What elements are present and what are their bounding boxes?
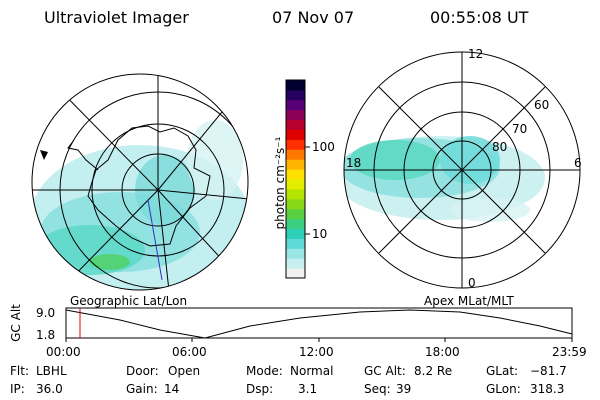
altitude-plot <box>65 307 573 342</box>
colorbar-segment <box>286 198 305 210</box>
colorbar-segment <box>286 99 305 111</box>
lon-line <box>157 189 171 290</box>
colorbar-tick-label-100: 100 <box>312 140 335 154</box>
altitude-plot-frame <box>65 307 573 339</box>
colorbar-segment <box>286 208 305 220</box>
lon-line <box>157 189 248 201</box>
altitude-x-tick-0: 00:00 <box>46 345 81 359</box>
altitude-y-tick-max: 9.0 <box>36 306 56 320</box>
emission-region-peak <box>90 254 130 270</box>
seq-label: Seq: <box>364 382 391 396</box>
date-label: 07 Nov 07 <box>272 8 355 27</box>
mlt-label-18: 18 <box>346 156 362 170</box>
altitude-x-tick-3: 18:00 <box>425 345 460 359</box>
footprint-trace <box>147 199 163 281</box>
glat-label: GLat: <box>486 364 519 378</box>
mode-value: Normal <box>290 364 334 378</box>
colorbar-segment <box>286 188 305 200</box>
gain-value: 14 <box>164 382 180 396</box>
altitude-curve <box>65 309 573 339</box>
mlt-label-0: 0 <box>468 276 476 290</box>
mode-label: Mode: <box>246 364 283 378</box>
colorbar-segment <box>286 228 305 239</box>
colorbar-segment <box>286 129 305 140</box>
filter-label: Flt: <box>10 364 29 378</box>
mlat-label-80: 80 <box>492 140 508 154</box>
colorbar-segment <box>286 169 305 180</box>
island-outlines <box>32 146 48 162</box>
gc-alt-label: GC Alt: <box>364 364 406 378</box>
altitude-y-tick-min: 1.8 <box>36 328 56 342</box>
colorbar-segment <box>286 258 305 269</box>
colorbar-segment <box>286 109 305 121</box>
ip-value: 36.0 <box>36 382 63 396</box>
altitude-x-tick-4: 23:59 <box>552 345 587 359</box>
emission-region-edge <box>187 120 243 200</box>
colorbar-segment <box>286 248 305 259</box>
oval-emission-pole <box>440 136 500 184</box>
color-bar <box>285 79 306 279</box>
emission-region-pole <box>135 155 195 225</box>
oval-emission-edge <box>450 198 530 222</box>
time-label: 00:55:08 UT <box>430 8 529 27</box>
colorbar-segment <box>286 119 305 130</box>
oval-emission-bright <box>350 140 440 180</box>
colorbar-segment <box>286 80 305 91</box>
colorbar-segment <box>286 218 305 229</box>
colorbar-segment <box>286 159 305 170</box>
colorbar-segment <box>286 238 305 249</box>
emission-region-bright <box>35 225 145 275</box>
colorbar-segment <box>286 149 305 160</box>
mlt-label-12: 12 <box>468 47 484 61</box>
altitude-y-label: GC Alt <box>9 304 23 342</box>
right-panel-caption: Apex MLat/MLT <box>424 294 514 308</box>
door-label: Door: <box>126 364 159 378</box>
colorbar-tick-label-10: 10 <box>312 227 328 241</box>
peninsula-outline <box>67 139 99 171</box>
mlt-label-6: 6 <box>574 156 582 170</box>
antarctica-outline <box>87 125 211 247</box>
dsp-label: Dsp: <box>246 382 274 396</box>
glon-value: 318.3 <box>530 382 565 396</box>
left-panel-caption: Geographic Lat/Lon <box>70 294 188 308</box>
colorbar-segment <box>286 139 305 150</box>
app-title: Ultraviolet Imager <box>44 8 189 27</box>
altitude-x-tick-1: 06:00 <box>172 345 207 359</box>
altitude-x-tick-2: 12:00 <box>299 345 334 359</box>
seq-value: 39 <box>396 382 412 396</box>
dsp-value: 3.1 <box>298 382 318 396</box>
gc-alt-value: 8.2 Re <box>414 364 453 378</box>
colorbar-unit-label: photon cm⁻²s⁻¹ <box>273 136 287 230</box>
colorbar-frame <box>285 79 306 279</box>
mlat-label-60: 60 <box>534 98 550 112</box>
gain-label: Gain: <box>126 382 158 396</box>
mlt-line-diag <box>378 86 546 254</box>
mlat-label-70: 70 <box>512 122 528 136</box>
glon-label: GLon: <box>486 382 521 396</box>
colorbar-segment <box>286 179 305 190</box>
colorbar-segment <box>286 268 305 279</box>
ip-label: IP: <box>10 382 25 396</box>
filter-value: LBHL <box>36 364 67 378</box>
map-border <box>31 73 249 291</box>
colorbar-segment <box>286 89 305 101</box>
glat-value: −81.7 <box>530 364 567 378</box>
geographic-map <box>31 73 249 291</box>
door-value: Open <box>168 364 201 378</box>
magnetic-polar-plot <box>343 51 581 289</box>
